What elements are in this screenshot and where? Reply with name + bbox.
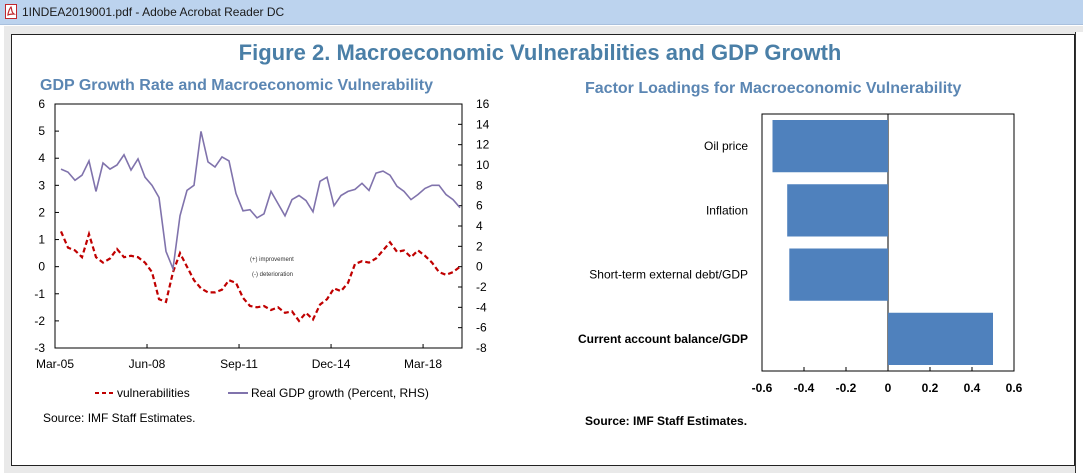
bar-x-tick-label: 0 [885, 381, 892, 395]
document-viewport[interactable] [4, 26, 1083, 473]
right-y-axis: -8 -6 -4 -2 0 2 4 6 8 10 12 14 16 [458, 97, 490, 355]
x-tick-label: Mar-05 [36, 357, 74, 371]
left-y-tick-label: -2 [34, 314, 45, 328]
left-plot-frame [54, 103, 463, 349]
left-y-tick-label: 1 [38, 233, 45, 247]
right-y-tick-label: -6 [476, 321, 487, 335]
series-line-gdp-growth [60, 131, 461, 272]
right-y-tick-label: 10 [476, 158, 490, 172]
left-y-axis: -3 -2 -1 0 1 2 3 4 5 6 [34, 97, 59, 355]
pdf-page [11, 34, 1075, 466]
right-y-tick-label: 8 [476, 178, 483, 192]
right-source-note: Source: IMF Staff Estimates. [585, 414, 747, 428]
left-chart-title: GDP Growth Rate and Macroeconomic Vulner… [40, 77, 433, 94]
left-y-tick-label: 0 [38, 260, 45, 274]
annotation-improvement: (+) improvement [250, 257, 294, 263]
bar-x-tick-label: -0.2 [836, 381, 857, 395]
bar-category-label: Current account balance/GDP [578, 332, 748, 346]
bar [888, 312, 993, 365]
window-title: 1INDEA2019001.pdf - Adobe Acrobat Reader… [22, 5, 285, 19]
x-tick-label: Sep-11 [220, 357, 258, 371]
right-y-tick-label: 12 [476, 138, 490, 152]
x-axis: Mar-05 Jun-08 Sep-11 Dec-14 Mar-18 [36, 344, 442, 371]
bar-x-tick-label: -0.6 [752, 381, 773, 395]
x-tick-label: Dec-14 [312, 357, 351, 371]
left-source-note: Source: IMF Staff Estimates. [43, 411, 196, 425]
bar-x-tick-label: 0.6 [1006, 381, 1023, 395]
bar [787, 184, 888, 237]
left-y-tick-label: 4 [38, 151, 45, 165]
left-y-tick-label: 3 [38, 178, 45, 192]
left-y-tick-label: -1 [34, 287, 45, 301]
bar [772, 120, 888, 173]
bar-x-tick-label: 0.2 [922, 381, 939, 395]
bar-category-labels: Oil price Inflation Short-term external de… [578, 139, 748, 346]
x-tick-label: Mar-18 [404, 357, 442, 371]
left-y-tick-label: 2 [38, 205, 45, 219]
bar-x-axis: -0.6 -0.4 -0.2 0 0.2 0.4 0.6 [752, 367, 1023, 395]
bar-category-label: Inflation [706, 203, 748, 217]
legend-label-gdp: Real GDP growth (Percent, RHS) [251, 386, 429, 400]
bar-category-label: Short-term external debt/GDP [589, 268, 748, 282]
right-y-tick-label: 16 [476, 97, 490, 111]
legend: vulnerabilities Real GDP growth (Percent… [95, 386, 429, 400]
right-chart-title: Factor Loadings for Macroeconomic Vulner… [585, 80, 961, 97]
right-y-tick-label: 0 [476, 260, 483, 274]
right-y-tick-label: 6 [476, 199, 483, 213]
left-y-tick-label: 6 [38, 97, 45, 111]
right-y-tick-label: -2 [476, 280, 487, 294]
left-y-tick-label: 5 [38, 124, 45, 138]
bar-x-tick-label: -0.4 [794, 381, 815, 395]
pdf-file-icon [5, 4, 17, 19]
right-y-tick-label: 2 [476, 239, 483, 253]
bars-group [772, 114, 993, 371]
right-y-tick-label: 14 [476, 117, 490, 131]
bar-category-label: Oil price [704, 139, 748, 153]
next-page-edge [1075, 32, 1083, 473]
series-group [59, 131, 461, 323]
right-y-tick-label: -4 [476, 300, 487, 314]
legend-label-vulnerabilities: vulnerabilities [117, 386, 190, 400]
left-y-tick-label: -3 [34, 341, 45, 355]
x-tick-label: Jun-08 [129, 357, 166, 371]
right-y-tick-label: 4 [476, 219, 483, 233]
bar-chart: -0.6 -0.4 -0.2 0 0.2 0.4 0.6 Oil price Inflatio… [578, 113, 1023, 395]
right-y-tick-label: -8 [476, 341, 487, 355]
window-titlebar: 1INDEA2019001.pdf - Adobe Acrobat Reader… [0, 0, 1083, 25]
bar [789, 248, 888, 301]
annotation-deterioration: (-) deterioration [252, 272, 293, 278]
figure-title: Figure 2. Macroeconomic Vulnerabilities … [239, 40, 842, 65]
bar-x-tick-label: 0.4 [964, 381, 981, 395]
